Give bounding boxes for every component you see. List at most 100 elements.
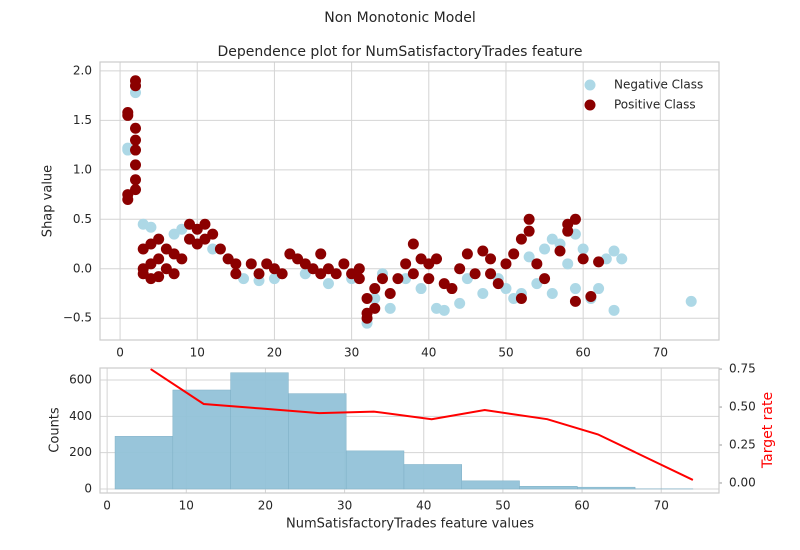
scatter-point [585,290,597,302]
scatter-point [593,283,605,295]
x-tick-label: 20 [258,499,273,513]
x-tick-label: 0 [103,499,111,513]
y2-tick-label: 0.00 [729,475,756,489]
legend-marker [584,79,596,91]
x-tick-label: 50 [495,499,510,513]
scatter-point [562,258,574,270]
scatter-point [361,312,373,324]
scatter-point [477,288,489,300]
y-axis-label: Counts [48,407,63,453]
histogram-bar [461,480,520,490]
chart-title: Dependence plot for NumSatisfactoryTrade… [218,44,583,60]
scatter-point [577,243,589,255]
scatter-point [508,248,520,260]
y-tick-label: 400 [69,409,92,423]
scatter-point [130,122,142,134]
scatter-point [415,283,427,295]
y-tick-label: −0.5 [63,311,92,325]
scatter-point [176,253,188,265]
y-tick-label: 600 [69,372,92,386]
scatter-point [500,258,512,270]
scatter-point [608,304,620,316]
y2-tick-label: 0.75 [729,362,756,376]
x-tick-label: 10 [179,499,194,513]
scatter-point [214,243,226,255]
x-tick-label: 20 [267,346,282,360]
x-tick-label: 60 [574,499,589,513]
scatter-point [515,233,527,245]
scatter-point [122,194,134,206]
scatter-point [431,253,443,265]
scatter-point [230,258,242,270]
scatter-point [446,283,458,295]
figure-title: Non Monotonic Model [324,10,475,26]
x-axis-label: NumSatisfactoryTrades feature values [286,517,534,532]
scatter-point [438,304,450,316]
scatter-point [384,288,396,300]
histogram-bar [519,486,578,490]
scatter-point [454,263,466,275]
scatter-point [153,233,165,245]
scatter-point [569,283,581,295]
scatter-point [245,258,257,270]
scatter-point [569,213,581,225]
histogram-bar [403,464,462,490]
scatter-point [369,292,381,304]
scatter-point [153,253,165,265]
y-axis-label: Shap value [41,165,56,237]
scatter-point [515,292,527,304]
scatter-point [562,225,574,237]
x-tick-label: 70 [654,499,669,513]
x-tick-label: 60 [576,346,591,360]
scatter-point [315,248,327,260]
scatter-point [531,258,543,270]
scatter-point [338,258,350,270]
scatter-point [353,263,365,275]
scatter-point [253,268,265,280]
x-tick-label: 30 [337,499,352,513]
scatter-point [130,174,142,186]
scatter-point [423,273,435,285]
scatter-point [608,245,620,257]
scatter-point [130,134,142,146]
scatter-point [469,268,481,280]
histogram-bar [230,372,289,490]
scatter-point [523,251,535,263]
scatter-point [400,258,412,270]
scatter-point [199,218,211,230]
scatter-point [485,253,497,265]
x-tick-label: 10 [190,346,205,360]
scatter-point [145,221,157,233]
legend-marker [584,99,596,111]
scatter-point [569,295,581,307]
scatter-point [322,278,334,290]
scatter-point [523,213,535,225]
y-tick-label: 0.0 [73,261,92,275]
scatter-point [130,80,142,92]
scatter-point [392,273,404,285]
scatter-point [454,297,466,309]
axes-frame [99,367,720,494]
histogram-bar [345,450,405,490]
x-tick-label: 40 [421,346,436,360]
y-tick-label: 2.0 [73,63,92,77]
scatter-point [577,253,589,265]
y2-axis-label: Target rate [760,392,776,469]
scatter-point [369,302,381,314]
scatter-point [492,278,504,290]
scatter-point [207,243,219,255]
scatter-point [369,283,381,295]
scatter-point [130,184,142,196]
scatter-point [353,273,365,285]
scatter-point [384,302,396,314]
legend-label: Negative Class [614,78,703,92]
axes-frame [99,61,720,341]
scatter-point [330,268,342,280]
scatter-point [485,268,497,280]
scatter-point [539,273,551,285]
scatter-point [168,268,180,280]
scatter-point [477,245,489,257]
y-tick-label: 1.5 [73,113,92,127]
histogram-bar [114,436,174,490]
